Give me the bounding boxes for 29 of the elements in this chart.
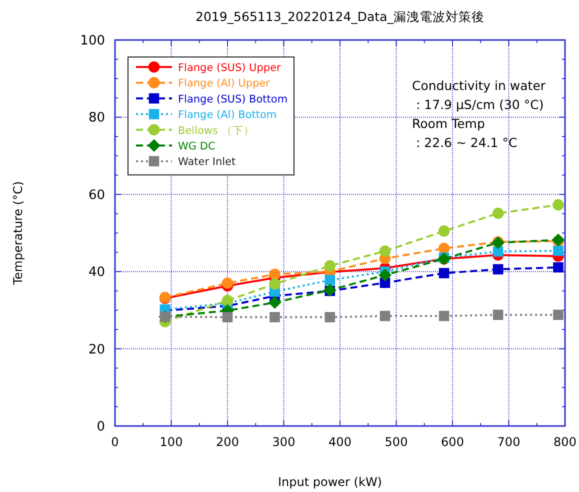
x-axis-title: Input power (kW): [278, 475, 382, 489]
y-tick-label: 20: [88, 342, 105, 358]
x-tick-label: 100: [160, 435, 183, 449]
annotation: Conductivity in water: [412, 78, 546, 93]
legend-label: Bellows （下）: [178, 124, 254, 137]
x-tick-label: 600: [441, 435, 464, 449]
y-tick-label: 100: [80, 34, 105, 48]
x-tick-label: 400: [328, 435, 352, 449]
x-tick-label: 500: [384, 435, 408, 449]
legend-label: Water Inlet: [178, 156, 236, 168]
legend-label: Flange (Al) Bottom: [178, 109, 277, 122]
y-axis-title: Temperature (°C): [11, 181, 25, 286]
y-tick-label: 40: [88, 265, 105, 280]
y-tick-label: 80: [88, 110, 105, 126]
chart-title: 2019_565113_20220124_Data_漏洩電波対策後: [196, 9, 484, 24]
y-tick-label: 60: [88, 188, 105, 203]
x-tick-label: 800: [554, 435, 576, 449]
legend-label: Flange (Al) Upper: [178, 78, 271, 90]
annotation: : 22.6 ~ 24.1 °C: [412, 135, 518, 150]
x-tick-label: 200: [216, 435, 239, 449]
annotation: : 17.9 µS/cm (30 °C): [412, 97, 544, 112]
y-tick-label: 0: [96, 420, 105, 434]
legend-label: WG DC: [178, 140, 216, 152]
x-tick-label: 700: [497, 435, 520, 449]
legend-label: Flange (SUS) Bottom: [178, 93, 288, 106]
x-tick-label: 0: [111, 435, 119, 449]
annotation: Room Temp: [412, 116, 485, 131]
x-tick-label: 300: [272, 435, 296, 449]
legend-label: Flange (SUS) Upper: [178, 62, 282, 74]
